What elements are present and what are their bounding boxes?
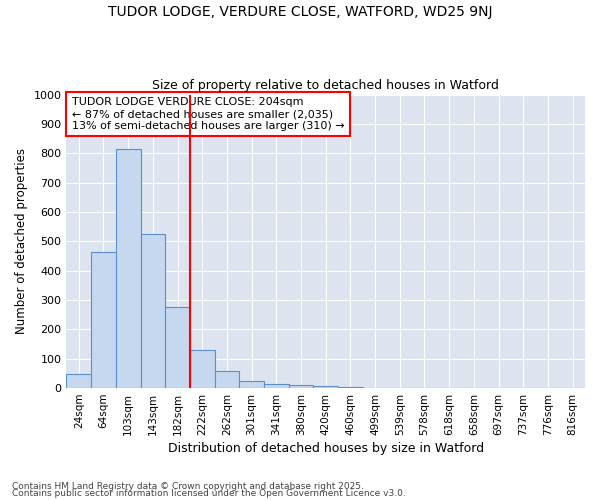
Bar [190,350,215,388]
Bar [338,387,363,388]
Bar [67,374,91,388]
Bar [165,308,190,388]
Bar [91,252,116,388]
Y-axis label: Number of detached properties: Number of detached properties [15,148,28,334]
X-axis label: Distribution of detached houses by size in Watford: Distribution of detached houses by size … [167,442,484,455]
Bar [264,384,289,388]
Bar [239,380,264,388]
Title: Size of property relative to detached houses in Watford: Size of property relative to detached ho… [152,79,499,92]
Bar [215,371,239,388]
Text: TUDOR LODGE VERDURE CLOSE: 204sqm
← 87% of detached houses are smaller (2,035)
1: TUDOR LODGE VERDURE CLOSE: 204sqm ← 87% … [71,98,344,130]
Text: TUDOR LODGE, VERDURE CLOSE, WATFORD, WD25 9NJ: TUDOR LODGE, VERDURE CLOSE, WATFORD, WD2… [108,5,492,19]
Bar [140,234,165,388]
Bar [313,386,338,388]
Bar [116,149,140,388]
Text: Contains HM Land Registry data © Crown copyright and database right 2025.: Contains HM Land Registry data © Crown c… [12,482,364,491]
Text: Contains public sector information licensed under the Open Government Licence v3: Contains public sector information licen… [12,489,406,498]
Bar [289,384,313,388]
